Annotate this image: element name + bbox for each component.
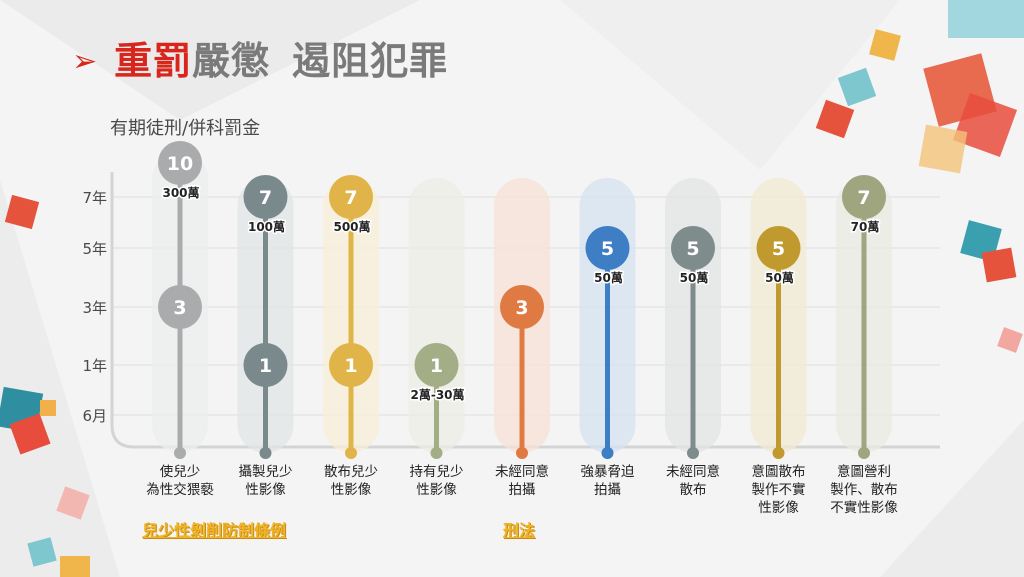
category-label: 強暴脅迫 [581, 464, 635, 480]
axis-line [110, 172, 940, 449]
max-marker [585, 226, 630, 270]
baseline-dot [345, 447, 357, 459]
category-label: 為性交猥褻 [146, 481, 214, 498]
category-label: 散布兒少 [324, 464, 378, 480]
fine-label: 50萬 [594, 270, 623, 285]
y-tick-label: 3年 [82, 299, 107, 317]
category-label: 未經同意 [495, 463, 549, 480]
category-label: 性影像 [416, 482, 457, 498]
category-label: 拍攝 [594, 482, 621, 498]
max-marker-label: 5 [772, 238, 785, 260]
baseline-dot [858, 447, 870, 459]
baseline-dot [430, 447, 443, 459]
baseline-dot [174, 447, 186, 459]
y-tick-label: 6月 [82, 407, 107, 425]
range-capsule [408, 178, 465, 453]
category-label: 攝製兒少 [239, 464, 293, 480]
title-part-2: 遏阻犯罪 [292, 39, 449, 83]
law-label-child-protection: 兒少性剝削防制條例 [142, 521, 287, 540]
category-label: 製作不實 [752, 481, 806, 498]
title-part: 嚴懲 [192, 39, 271, 83]
min-marker-label: 1 [344, 355, 357, 377]
category-label: 持有兒少 [410, 464, 464, 480]
category-label: 意圖散布 [752, 463, 806, 480]
category-label: 拍攝 [509, 482, 536, 498]
law-label-criminal-code: 刑法 [503, 521, 536, 540]
category-label: 性影像 [331, 482, 372, 498]
fine-label: 50萬 [680, 270, 709, 285]
min-marker-label: 3 [173, 297, 186, 319]
max-marker [500, 285, 544, 329]
category-label: 未經同意 [666, 463, 720, 480]
fine-label: 500萬 [333, 219, 370, 234]
y-tick-label: 5年 [82, 240, 107, 258]
category-label: 性影像 [758, 500, 799, 516]
category-label: 製作、散布 [830, 482, 898, 498]
fine-label: 70萬 [851, 219, 880, 234]
max-marker-label: 1 [430, 355, 443, 377]
fine-label: 2萬-30萬 [410, 387, 464, 402]
max-marker [243, 175, 288, 219]
min-marker [329, 343, 373, 387]
category-label: 使兒少 [160, 463, 201, 480]
baseline-dot [516, 447, 528, 459]
max-marker-label: 10 [167, 153, 193, 175]
max-marker-label: 3 [515, 297, 528, 319]
max-marker-label: 5 [686, 238, 699, 260]
max-marker [414, 343, 459, 387]
baseline-dot [687, 447, 699, 459]
y-axis-label: 有期徒刑/併科罰金 [110, 118, 261, 139]
category-label: 散布 [680, 482, 707, 498]
title-highlight: 重罰 [114, 39, 193, 83]
slide-title: ➢ 重罰嚴懲 遏阻犯罪 [72, 30, 448, 85]
max-marker [756, 226, 801, 270]
max-marker [158, 141, 202, 185]
min-marker [243, 343, 288, 387]
min-marker-label: 1 [259, 355, 272, 377]
max-marker-label: 7 [259, 187, 272, 209]
category-label: 性影像 [245, 482, 286, 498]
category-label: 不實性影像 [830, 499, 898, 516]
max-marker [842, 175, 886, 219]
max-marker [671, 226, 715, 270]
min-marker [158, 285, 202, 329]
y-tick-label: 1年 [82, 357, 107, 375]
baseline-dot [259, 447, 272, 459]
max-marker-label: 7 [344, 187, 357, 209]
fine-label: 100萬 [248, 219, 285, 234]
y-tick-label: 7年 [82, 189, 107, 207]
baseline-dot [601, 447, 614, 459]
max-marker [329, 175, 373, 219]
arrow-icon: ➢ [72, 44, 99, 79]
max-marker-label: 5 [601, 238, 614, 260]
baseline-dot [772, 447, 785, 459]
category-label: 意圖營利 [837, 463, 891, 480]
fine-label: 50萬 [765, 270, 794, 285]
max-marker-label: 7 [857, 187, 870, 209]
fine-label: 300萬 [162, 185, 199, 200]
